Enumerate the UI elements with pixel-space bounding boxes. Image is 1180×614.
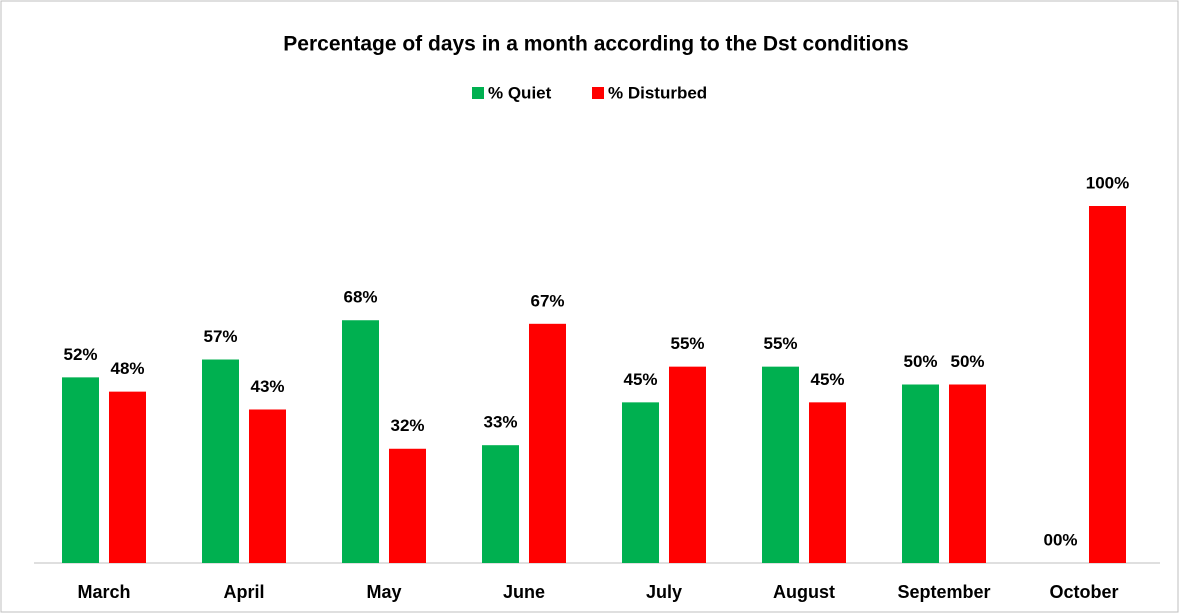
data-label: 33% [483,413,517,432]
data-label: 52% [63,345,97,364]
x-tick-label: April [223,582,264,602]
x-tick-label: March [77,582,130,602]
bar [902,384,939,563]
bar [529,323,566,563]
data-label: 68% [343,288,377,307]
x-tick-label: October [1049,582,1118,602]
bar [62,377,99,563]
bar [202,359,239,563]
data-label: 100% [1086,173,1129,192]
data-label: 57% [203,327,237,346]
bar [1089,206,1126,563]
data-label: 43% [250,377,284,396]
bar [342,320,379,563]
x-tick-label: August [773,582,835,602]
x-tick-label: July [646,582,682,602]
data-label: 45% [623,370,657,389]
data-label: 55% [763,334,797,353]
data-label: 50% [950,352,984,371]
data-label: 67% [530,291,564,310]
bar [622,402,659,563]
data-label: 32% [390,416,424,435]
bar [249,409,286,563]
bar [809,402,846,563]
x-tick-label: May [366,582,401,602]
x-tick-label: June [503,582,545,602]
bar [109,391,146,563]
data-label: 00% [1043,530,1077,549]
legend-label: % Disturbed [608,83,707,102]
data-label: 48% [110,359,144,378]
bar [482,445,519,563]
x-tick-label: September [897,582,990,602]
bar [389,448,426,563]
legend-swatch [472,87,484,99]
legend-swatch [592,87,604,99]
bar [669,366,706,563]
data-label: 55% [670,334,704,353]
bar [949,384,986,563]
data-label: 50% [903,352,937,371]
data-label: 45% [810,370,844,389]
legend-label: % Quiet [488,83,552,102]
chart-title: Percentage of days in a month according … [283,33,908,56]
bar [762,366,799,563]
